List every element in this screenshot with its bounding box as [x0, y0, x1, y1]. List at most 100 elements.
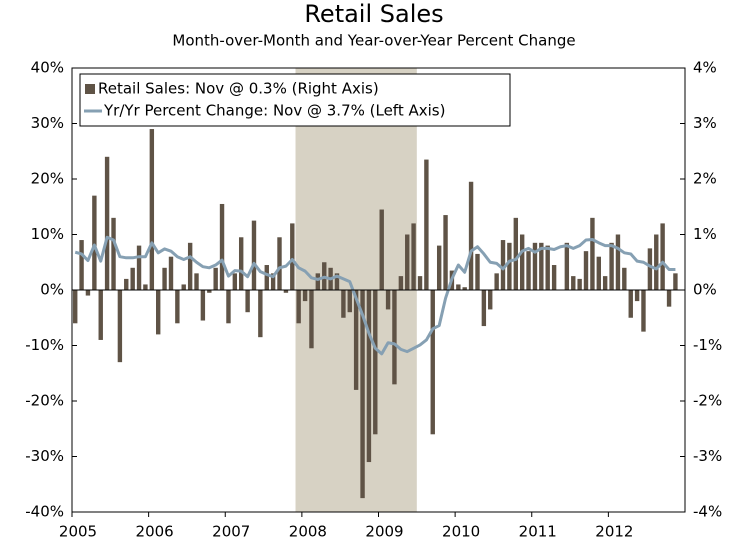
bar	[219, 203, 225, 290]
bar	[85, 290, 91, 296]
bar	[136, 245, 142, 290]
bar	[117, 290, 123, 363]
legend-label: Retail Sales: Nov @ 0.3% (Right Axis)	[98, 80, 379, 98]
bar	[666, 290, 672, 307]
bar	[213, 267, 218, 290]
bar	[424, 159, 429, 290]
bar	[334, 273, 340, 290]
bar	[232, 273, 238, 290]
bar	[628, 290, 633, 318]
x-tick-label: 2005	[59, 523, 97, 541]
bar	[500, 240, 506, 290]
bar	[92, 195, 97, 290]
bar	[366, 290, 372, 463]
bar	[187, 242, 193, 290]
bar	[430, 290, 435, 435]
bar	[309, 290, 314, 349]
bar	[238, 237, 244, 290]
bar	[647, 248, 653, 290]
bar	[353, 290, 359, 390]
y2-tick-label: 4%	[693, 59, 717, 77]
bar	[488, 290, 493, 310]
y-tick-label: 10%	[31, 225, 64, 243]
bar	[564, 242, 570, 290]
y2-tick-label: 0%	[693, 281, 717, 299]
bar	[660, 223, 665, 290]
y2-tick-label: 3%	[693, 114, 717, 132]
bar	[341, 290, 346, 318]
x-tick-label: 2009	[365, 523, 403, 541]
bar	[405, 234, 410, 290]
bar	[494, 273, 499, 290]
bar	[270, 273, 276, 290]
x-tick-label: 2012	[595, 523, 633, 541]
plot-frame	[71, 67, 686, 513]
bar	[156, 290, 161, 335]
bar	[634, 290, 640, 302]
x-tick-label: 2006	[136, 523, 174, 541]
bar	[347, 290, 352, 313]
bar	[539, 242, 544, 290]
bar	[315, 273, 321, 290]
y-tick-label: 0%	[40, 281, 64, 299]
bar	[571, 276, 576, 290]
x-tick-label: 2008	[289, 523, 327, 541]
bar	[456, 284, 461, 290]
bar	[143, 284, 148, 290]
chart-title: Retail Sales	[304, 0, 443, 28]
bar	[583, 251, 589, 290]
chart-subtitle: Month-over-Month and Year-over-Year Perc…	[172, 32, 575, 50]
y-tick-label: -10%	[25, 336, 64, 354]
bar	[462, 287, 467, 290]
bar	[98, 290, 103, 340]
bar	[296, 290, 301, 324]
bar	[264, 265, 269, 290]
bar	[194, 273, 199, 290]
y-tick-label: -40%	[25, 503, 64, 521]
bar	[590, 217, 595, 290]
bar	[609, 242, 614, 290]
bar	[360, 290, 365, 499]
bar	[379, 209, 384, 290]
line	[74, 235, 676, 356]
bar	[398, 276, 404, 290]
bar	[111, 217, 116, 290]
bar	[290, 223, 295, 290]
bar	[392, 290, 397, 385]
bar	[200, 290, 206, 321]
bar	[149, 129, 155, 290]
bar	[124, 278, 129, 290]
bar	[175, 290, 180, 324]
y-tick-label: -20%	[25, 392, 64, 410]
y2-tick-label: -3%	[693, 447, 722, 465]
bar	[258, 290, 263, 338]
bar	[532, 242, 538, 290]
y2-tick-label: 1%	[693, 225, 717, 243]
bar	[596, 256, 601, 290]
bar	[373, 290, 378, 435]
bar	[162, 267, 167, 290]
bar	[104, 156, 110, 290]
bar	[475, 253, 480, 290]
bar	[443, 215, 448, 290]
y2-tick-label: -2%	[693, 392, 722, 410]
bar	[507, 242, 512, 290]
bar	[283, 290, 289, 293]
bar	[417, 276, 423, 290]
y-tick-label: 40%	[31, 59, 64, 77]
bar	[207, 290, 212, 293]
x-tick-label: 2007	[212, 523, 250, 541]
bar	[481, 290, 487, 327]
legend-label: Yr/Yr Percent Change: Nov @ 3.7% (Left A…	[103, 102, 445, 120]
legend-box	[79, 73, 511, 127]
bar	[79, 240, 84, 290]
bar	[302, 290, 308, 302]
legend-swatch	[85, 84, 95, 94]
bar	[168, 256, 174, 290]
bar	[226, 290, 231, 324]
bar	[602, 276, 608, 290]
bar	[385, 290, 391, 310]
bar	[545, 245, 550, 290]
y2-tick-label: -4%	[693, 503, 722, 521]
y-tick-label: -30%	[25, 447, 64, 465]
